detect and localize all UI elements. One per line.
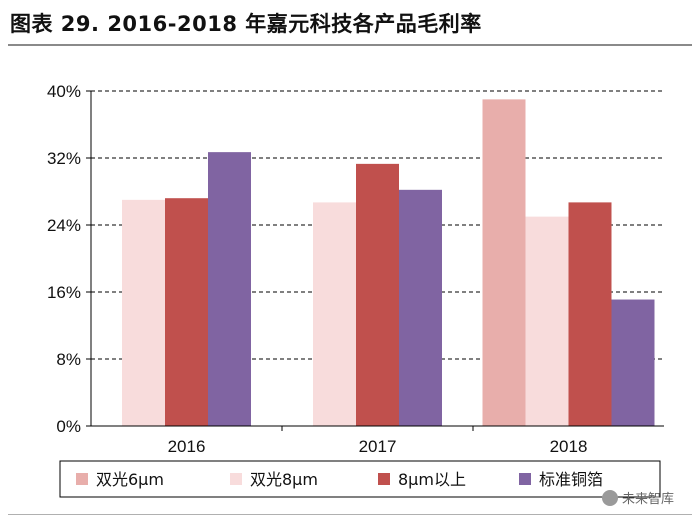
bar — [611, 299, 655, 426]
legend-box — [59, 460, 661, 498]
legend-label: 8μm以上 — [398, 470, 466, 489]
title-rule — [8, 44, 692, 46]
bar — [399, 189, 442, 426]
legend-swatch — [230, 473, 242, 485]
watermark: 未来智库 — [601, 488, 674, 507]
legend-label: 双光6μm — [96, 470, 164, 489]
x-tick-label: 2017 — [359, 437, 397, 456]
bar — [356, 163, 399, 427]
y-tick-label: 16% — [47, 283, 81, 302]
legend-label: 双光8μm — [250, 470, 318, 489]
y-tick-label: 40% — [47, 82, 81, 101]
legend-swatch — [76, 473, 88, 485]
bar — [208, 152, 251, 426]
y-tick-label: 32% — [47, 149, 81, 168]
legend: 双光6μm 双光8μm 8μm以上 标准铜箔 — [59, 460, 661, 498]
legend-label: 标准铜箔 — [539, 470, 603, 489]
bar — [482, 99, 526, 426]
bar — [165, 198, 208, 426]
chart-title: 图表 29. 2016-2018 年嘉元科技各产品毛利率 — [10, 12, 482, 36]
x-tick-label: 2016 — [168, 437, 206, 456]
x-axis-ticks: 2016 2017 2018 — [168, 437, 588, 456]
x-tick-label: 2018 — [550, 437, 588, 456]
y-tick-label: 0% — [56, 417, 81, 436]
footer-rule — [8, 514, 692, 515]
bars — [122, 99, 655, 427]
bar — [313, 202, 356, 426]
watermark-text: 未来智库 — [621, 492, 674, 507]
bar — [525, 216, 569, 426]
wechat-icon — [601, 489, 618, 506]
legend-swatch — [519, 473, 531, 485]
axes — [86, 90, 664, 431]
legend-swatch — [378, 473, 390, 485]
bar — [568, 202, 612, 426]
y-tick-label: 24% — [47, 216, 81, 235]
y-tick-label: 8% — [56, 350, 81, 369]
bar — [122, 199, 165, 426]
y-axis-ticks: 0% 8% 16% 24% 32% 40% — [47, 82, 81, 436]
